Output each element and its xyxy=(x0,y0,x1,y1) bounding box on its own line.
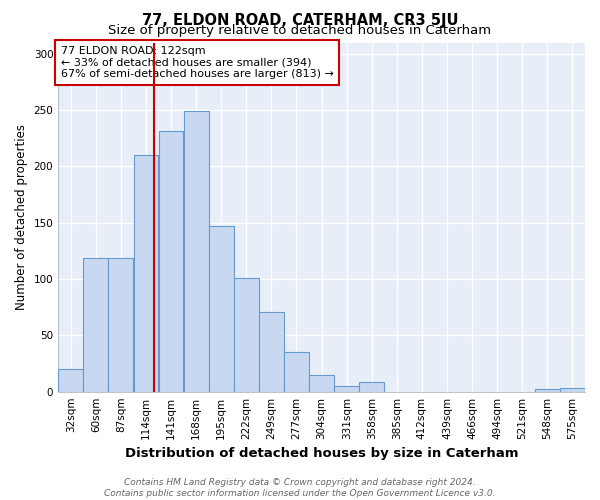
Bar xyxy=(58,369,83,392)
Bar xyxy=(134,155,158,392)
Bar xyxy=(259,312,284,392)
Bar xyxy=(334,386,359,392)
Bar xyxy=(184,111,209,392)
Bar xyxy=(83,258,108,392)
Text: 77, ELDON ROAD, CATERHAM, CR3 5JU: 77, ELDON ROAD, CATERHAM, CR3 5JU xyxy=(142,12,458,28)
Bar xyxy=(359,382,384,392)
Bar xyxy=(109,258,133,392)
Text: 77 ELDON ROAD: 122sqm
← 33% of detached houses are smaller (394)
67% of semi-det: 77 ELDON ROAD: 122sqm ← 33% of detached … xyxy=(61,46,334,79)
Bar xyxy=(284,352,309,392)
Y-axis label: Number of detached properties: Number of detached properties xyxy=(15,124,28,310)
Bar xyxy=(309,375,334,392)
Text: Size of property relative to detached houses in Caterham: Size of property relative to detached ho… xyxy=(109,24,491,37)
Bar xyxy=(234,278,259,392)
X-axis label: Distribution of detached houses by size in Caterham: Distribution of detached houses by size … xyxy=(125,447,518,460)
Bar xyxy=(560,388,585,392)
Bar xyxy=(158,132,184,392)
Text: Contains HM Land Registry data © Crown copyright and database right 2024.
Contai: Contains HM Land Registry data © Crown c… xyxy=(104,478,496,498)
Bar xyxy=(535,390,560,392)
Bar xyxy=(209,226,233,392)
